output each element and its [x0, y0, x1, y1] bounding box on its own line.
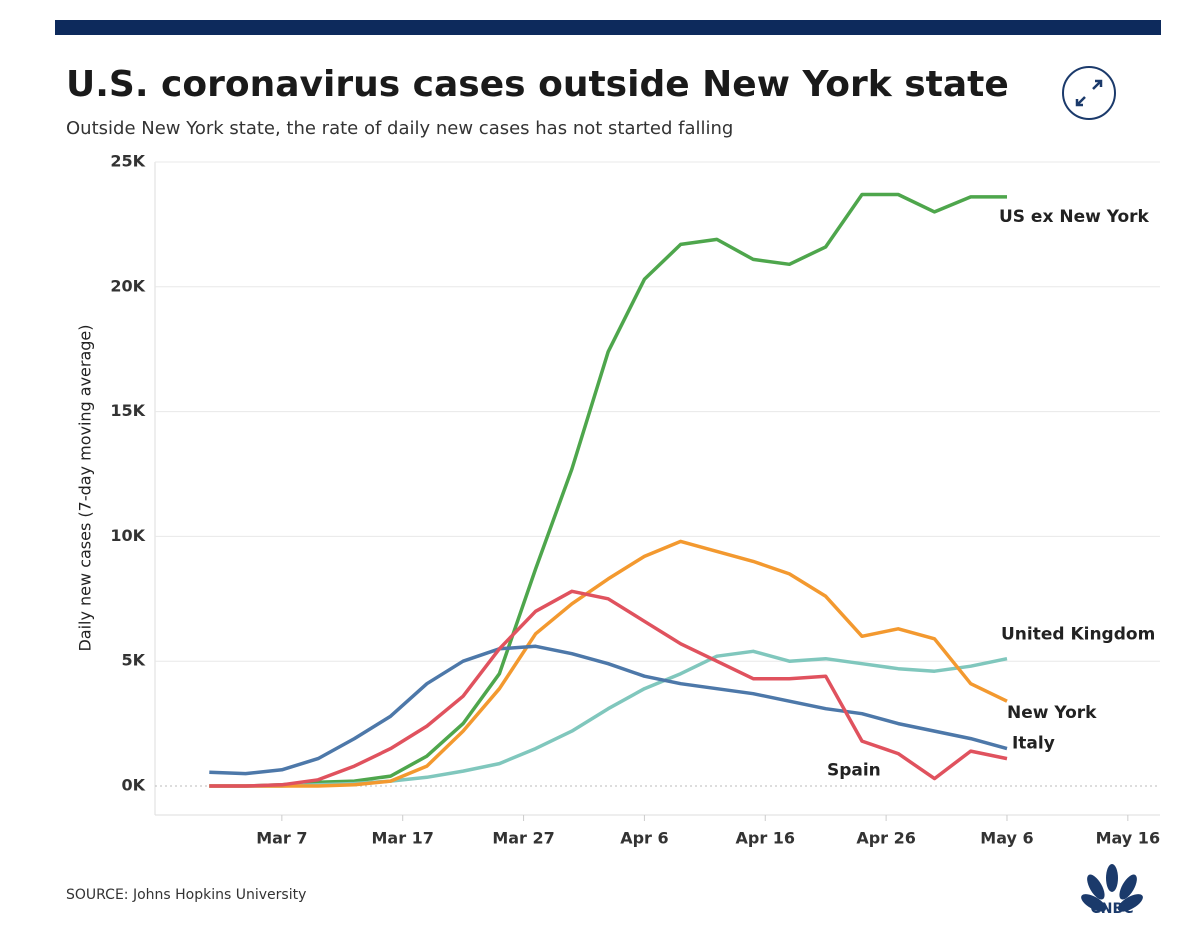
x-tick-label: May 6	[980, 829, 1033, 848]
chart-subtitle: Outside New York state, the rate of dail…	[66, 118, 733, 139]
logo-text: CNBC	[1091, 901, 1134, 917]
x-tick-label: Apr 6	[620, 829, 668, 848]
y-tick-label: 20K	[110, 276, 145, 295]
x-tick-label: Mar 7	[256, 829, 307, 848]
series-label: Italy	[1012, 734, 1055, 754]
y-tick-label: 25K	[110, 152, 145, 171]
chart-title: U.S. coronavirus cases outside New York …	[66, 64, 1009, 105]
series-label: Spain	[827, 761, 881, 781]
source: SOURCE: Johns Hopkins University	[66, 887, 306, 903]
series-label: US ex New York	[999, 207, 1150, 227]
top-bar	[55, 20, 1161, 35]
x-tick-label: Apr 16	[735, 829, 795, 848]
series-line	[209, 649, 1008, 788]
y-axis-label: Daily new cases (7-day moving average)	[76, 324, 95, 651]
x-tick-label: Mar 17	[371, 829, 433, 848]
expand-button[interactable]	[1062, 66, 1116, 120]
series-line	[209, 192, 1007, 788]
series-label: United Kingdom	[1001, 625, 1155, 645]
series-label: New York	[1007, 703, 1097, 723]
series-line	[209, 539, 1008, 788]
series-line	[209, 589, 1008, 788]
logo: CNBC	[1081, 864, 1143, 917]
x-tick-label: Apr 26	[856, 829, 916, 848]
y-tick-label: 0K	[121, 776, 145, 795]
y-tick-label: 5K	[121, 651, 145, 670]
series-line	[209, 644, 1008, 776]
x-tick-label: Mar 27	[492, 829, 554, 848]
x-tick-label: May 16	[1096, 829, 1161, 848]
plot: 0K 5K 10K 15K 20K 25K Mar 7 Mar 17 Mar 27 Apr 6 Ap…	[110, 152, 1160, 848]
y-tick-label: 10K	[110, 526, 145, 545]
y-tick-label: 15K	[110, 401, 145, 420]
